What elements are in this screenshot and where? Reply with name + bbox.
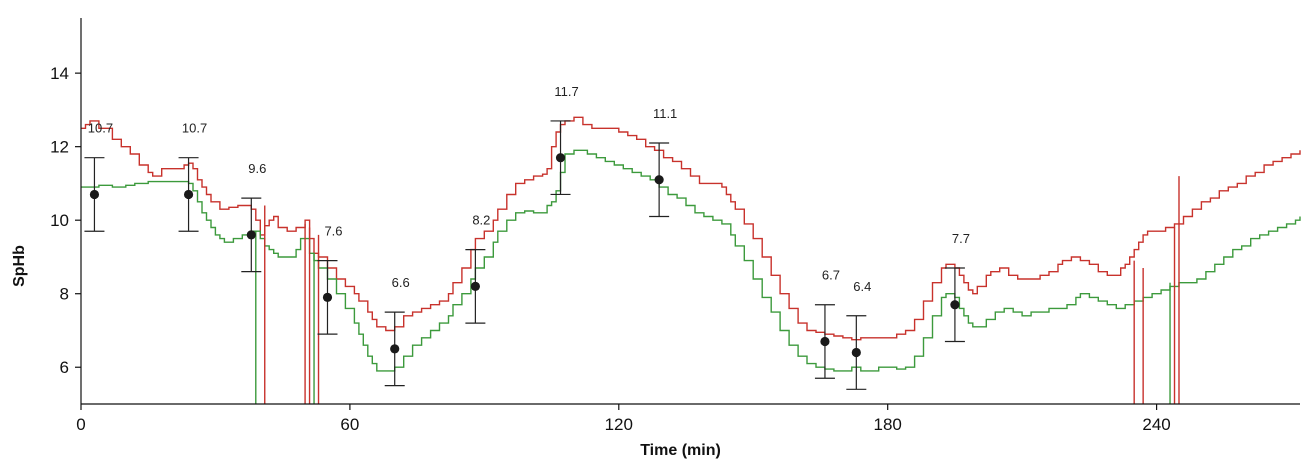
y-tick-label: 12 (50, 138, 69, 157)
y-axis-label: SpHb (11, 245, 28, 287)
reference-point: 10.7 (84, 121, 113, 232)
reference-point-label: 7.7 (952, 231, 970, 246)
reference-point-label: 7.6 (324, 224, 342, 239)
reference-point: 6.4 (846, 279, 871, 390)
dropout-layer (255, 176, 1180, 404)
reference-point: 10.7 (178, 121, 207, 232)
reference-point: 8.2 (465, 213, 490, 324)
reference-point-label: 6.7 (822, 268, 840, 283)
reference-point-marker (183, 189, 194, 200)
reference-point: 11.1 (649, 106, 677, 218)
reference-points-layer: 10.7 10.7 9.6 7.6 6.6 8.2 11.7 11.1 6.7 6.4 7.7 (84, 84, 970, 390)
reference-point-label: 9.6 (248, 161, 266, 176)
reference-point-marker (820, 336, 830, 347)
x-axis-label: Time (min) (640, 442, 721, 459)
reference-point: 9.6 (241, 161, 266, 273)
series-line-red-series (81, 116, 1301, 341)
ticks-layer: 0 60 120 180 240 6 8 10 12 14 (50, 64, 1171, 434)
reference-point-marker (322, 292, 333, 302)
reference-point: 6.7 (814, 268, 840, 379)
y-tick-label: 10 (50, 211, 69, 230)
reference-point: 7.6 (317, 224, 343, 335)
x-tick-label: 120 (605, 415, 633, 434)
reference-point-marker (89, 189, 100, 200)
reference-point: 6.6 (384, 275, 410, 387)
reference-point-label: 6.6 (392, 275, 410, 290)
reference-point-marker (470, 281, 480, 291)
reference-point-label: 6.4 (853, 279, 871, 294)
reference-point-label: 11.1 (653, 106, 677, 121)
reference-point: 11.7 (550, 84, 579, 196)
reference-point-label: 10.7 (182, 121, 207, 136)
y-tick-label: 8 (60, 285, 69, 304)
x-tick-label: 240 (1142, 415, 1170, 434)
series-layer (81, 116, 1301, 372)
reference-point-marker (950, 300, 960, 310)
reference-point-marker (555, 153, 566, 163)
reference-point-label: 10.7 (88, 121, 113, 136)
reference-point: 7.7 (944, 231, 970, 343)
reference-point-marker (851, 347, 861, 358)
y-tick-label: 6 (60, 358, 69, 377)
reference-point-label: 11.7 (554, 84, 578, 99)
axes-layer (80, 18, 1300, 405)
series-line-green-series (81, 149, 1301, 372)
reference-point-marker (654, 175, 664, 185)
x-tick-label: 0 (76, 415, 85, 434)
x-tick-label: 60 (340, 415, 359, 434)
reference-point-label: 8.2 (472, 213, 490, 228)
x-tick-label: 180 (874, 415, 902, 434)
y-tick-label: 14 (50, 64, 69, 83)
reference-point-marker (390, 344, 400, 354)
reference-point-marker (246, 230, 256, 240)
